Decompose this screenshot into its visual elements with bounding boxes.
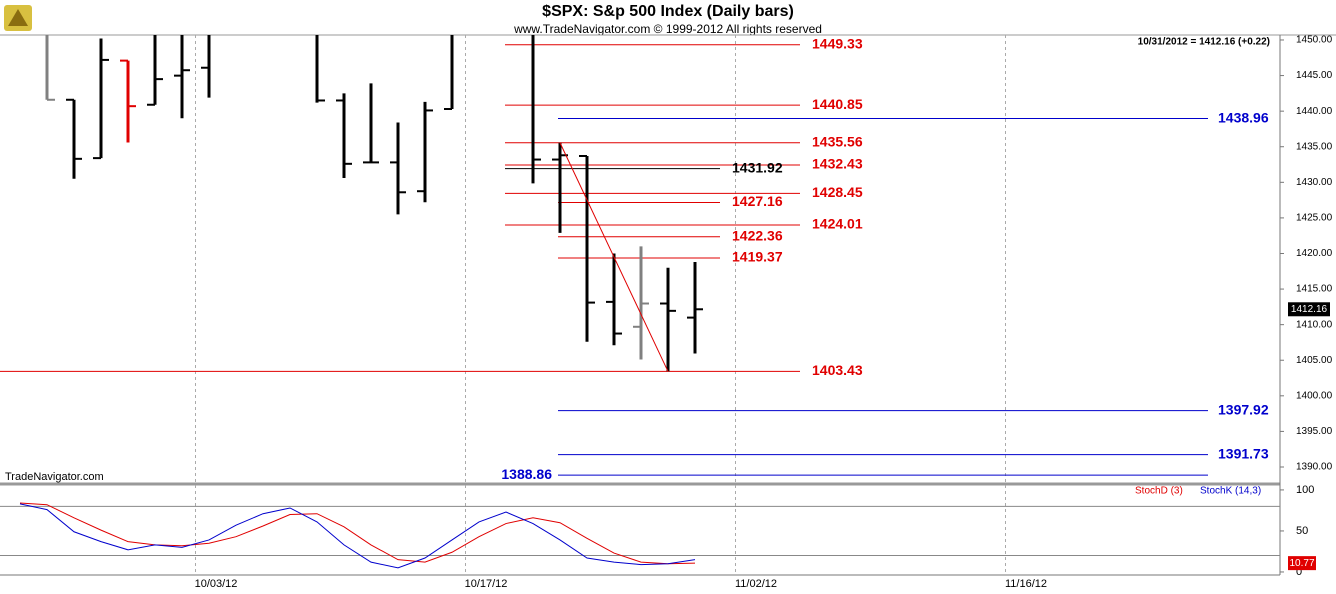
level-label: 1403.43 — [812, 362, 863, 378]
chart-title: $SPX: S&p 500 Index (Daily bars) — [542, 3, 794, 20]
level-label: 1422.36 — [732, 227, 783, 243]
level-label: 1427.16 — [732, 193, 783, 209]
last-price-label: 1412.16 — [1291, 304, 1328, 315]
last-price-tag — [1288, 302, 1330, 317]
y-tick-label: 1435.00 — [1296, 141, 1333, 152]
quote: 10/31/2012 = 1412.16 (+0.22) — [1138, 37, 1270, 48]
y-tick-label: 1410.00 — [1296, 319, 1333, 330]
y-tick-label: 1400.00 — [1296, 390, 1333, 401]
level-label: 1440.85 — [812, 96, 863, 112]
x-tick-label: 10/03/12 — [195, 578, 238, 590]
x-tick-label: 11/02/12 — [735, 578, 777, 590]
y-tick-label: 1420.00 — [1296, 248, 1333, 259]
y-tick-label: 1390.00 — [1296, 462, 1333, 473]
y-tick-label: 1430.00 — [1296, 177, 1333, 188]
logo — [4, 5, 32, 31]
level-label: 1397.92 — [1218, 401, 1269, 417]
x-tick-label: 11/16/12 — [1005, 578, 1047, 590]
level-label: 1431.92 — [732, 159, 783, 175]
y-tick-label: 1450.00 — [1296, 35, 1333, 46]
y-tick-label: 1415.00 — [1296, 284, 1333, 295]
watermark: TradeNavigator.com — [5, 471, 104, 483]
x-tick-label: 10/17/12 — [465, 578, 508, 590]
level-label: 1419.37 — [732, 249, 783, 265]
y-tick-label: 1405.00 — [1296, 355, 1333, 366]
legend-entry: StochD (3) — [1135, 486, 1183, 497]
stoch-line — [19, 503, 696, 569]
last-value-tag — [1288, 556, 1316, 571]
y-tick-label: 1445.00 — [1296, 70, 1333, 81]
level-label: 1428.45 — [812, 184, 863, 200]
stoch-line — [19, 502, 696, 565]
level-label: 1432.43 — [812, 156, 863, 172]
level-label: 1424.01 — [812, 216, 863, 232]
y-tick-label: 1425.00 — [1296, 213, 1333, 224]
last-value-label: 10.77 — [1289, 558, 1314, 569]
y-tick-label: 50 — [1296, 525, 1308, 537]
chart-subtitle: www.TradeNavigator.com © 1999-2012 All r… — [513, 22, 822, 36]
trendline — [559, 142, 669, 372]
level-label: 1391.73 — [1218, 445, 1269, 461]
legend-entry: StochK (14,3) — [1200, 486, 1261, 497]
level-label: 1435.56 — [812, 133, 863, 149]
y-tick-label: 1440.00 — [1296, 106, 1333, 117]
price-bars — [45, 35, 703, 372]
level-label: 1388.86 — [501, 466, 552, 482]
y-tick-label: 1395.00 — [1296, 426, 1333, 437]
y-tick-label: 100 — [1296, 484, 1314, 496]
level-label: 1438.96 — [1218, 109, 1269, 125]
level-label: 1449.33 — [812, 35, 863, 51]
y-tick-label: 0 — [1296, 566, 1302, 578]
